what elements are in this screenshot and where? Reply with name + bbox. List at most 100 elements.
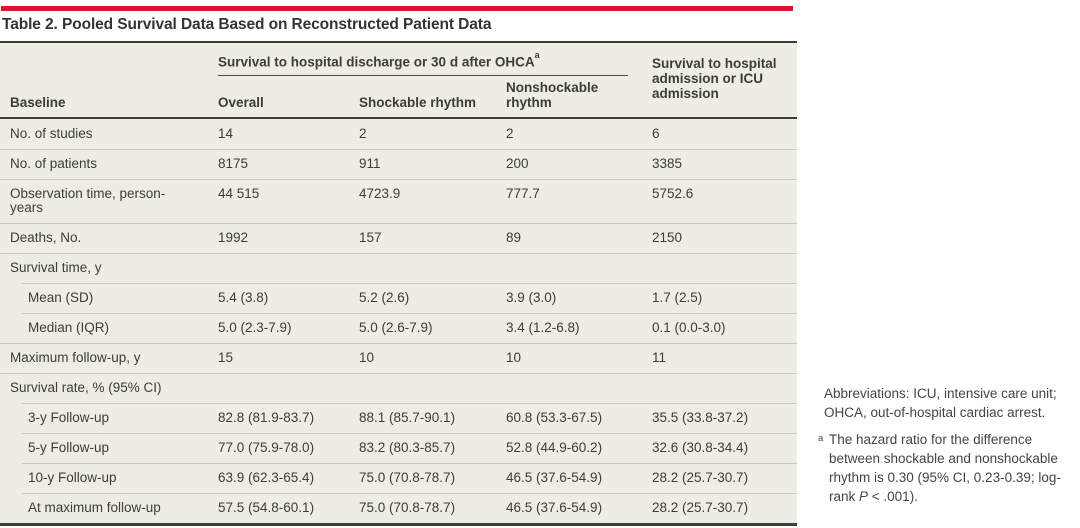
cell-value: 4723.9	[359, 185, 401, 201]
cell-value	[208, 253, 349, 283]
row-divider	[0, 342, 797, 344]
cell-value	[208, 373, 349, 403]
cell-value: 10	[359, 349, 375, 365]
table-body: No. of studies 14 2 2 6 No. of patients 8175 91…	[0, 119, 797, 523]
cell-value: 6	[652, 125, 660, 141]
table-row: 10-y Follow-up 63.9 (62.3-65.4) 75.0 (70.8…	[0, 462, 797, 493]
row-divider	[0, 372, 797, 374]
cell-value: 1.7 (2.5)	[652, 289, 703, 305]
cell-value: 200	[506, 155, 529, 171]
row-label: 3-y Follow-up	[28, 409, 110, 425]
cell-value: 5.0 (2.6-7.9)	[359, 319, 433, 335]
row-label: Median (IQR)	[28, 319, 110, 335]
cell-value: 2	[506, 125, 514, 141]
cell-value: 15	[218, 349, 234, 365]
table-row: Median (IQR) 5.0 (2.3-7.9) 5.0 (2.6-7.9) 3.…	[0, 312, 797, 343]
cell-value	[496, 373, 642, 403]
cell-value	[642, 373, 797, 403]
cell-value: 46.5 (37.6-54.9)	[506, 469, 603, 485]
cell-value: 88.1 (85.7-90.1)	[359, 409, 456, 425]
cell-value: 35.5 (33.8-37.2)	[652, 409, 749, 425]
row-divider	[0, 222, 797, 224]
footnote-a: a The hazard ratio for the difference bet…	[818, 430, 1070, 506]
cell-value: 83.2 (80.3-85.7)	[359, 439, 456, 455]
cell-value: 10	[506, 349, 522, 365]
cell-value: 28.2 (25.7-30.7)	[652, 499, 749, 515]
cell-value: 157	[359, 229, 382, 245]
row-label: Mean (SD)	[28, 289, 94, 305]
footnote-text-end: < .001).	[868, 489, 918, 504]
row-divider	[22, 282, 797, 284]
cell-value: 60.8 (53.3-67.5)	[506, 409, 603, 425]
table-row: Maximum follow-up, y 15 10 10 11	[0, 342, 797, 373]
column-header-admission: Survival to hospital admission or ICU ad…	[652, 56, 777, 101]
cell-value: 5.4 (3.8)	[218, 289, 269, 305]
cell-value: 46.5 (37.6-54.9)	[506, 499, 603, 515]
cell-value	[642, 253, 797, 283]
cell-value: 75.0 (70.8-78.7)	[359, 499, 456, 515]
row-divider	[0, 252, 797, 254]
group-header-label: Survival to hospital discharge or 30 d a…	[218, 54, 535, 70]
cell-value: 75.0 (70.8-78.7)	[359, 469, 456, 485]
cell-value: 11	[652, 349, 667, 365]
row-divider	[22, 402, 797, 404]
footnote-italic-p: P	[859, 489, 869, 504]
cell-value: 28.2 (25.7-30.7)	[652, 469, 749, 485]
cell-value: 89	[506, 229, 522, 245]
table-row: No. of studies 14 2 2 6	[0, 119, 797, 149]
row-label: 10-y Follow-up	[28, 469, 117, 485]
table-row: Deaths, No. 1992 157 89 2150	[0, 222, 797, 253]
row-label: 5-y Follow-up	[28, 439, 110, 455]
cell-value	[349, 253, 496, 283]
annotation-panel: Abbreviations: ICU, intensive care unit;…	[818, 384, 1070, 506]
table-row: 3-y Follow-up 82.8 (81.9-83.7) 88.1 (85.7-…	[0, 402, 797, 433]
cell-value: 2	[359, 125, 367, 141]
row-label: Observation time, person-years	[10, 185, 166, 215]
cell-value: 5.2 (2.6)	[359, 289, 410, 305]
cell-value: 3.9 (3.0)	[506, 289, 557, 305]
row-divider	[22, 492, 797, 494]
cell-value: 5.0 (2.3-7.9)	[218, 319, 292, 335]
cell-value: 52.8 (44.9-60.2)	[506, 439, 603, 455]
row-label: No. of patients	[10, 155, 98, 171]
column-header-nonshockable: Nonshockable rhythm	[506, 79, 599, 110]
row-label: At maximum follow-up	[28, 499, 161, 515]
cell-value: 3.4 (1.2-6.8)	[506, 319, 580, 335]
cell-value: 57.5 (54.8-60.1)	[218, 499, 315, 515]
abbreviations-note: Abbreviations: ICU, intensive care unit;…	[824, 386, 1057, 420]
row-label: Survival rate, % (95% CI)	[10, 379, 162, 395]
footnote-marker: a	[818, 433, 824, 444]
table-row: At maximum follow-up 57.5 (54.8-60.1) 75.0…	[0, 492, 797, 523]
table-2-panel: Survival to hospital discharge or 30 d a…	[0, 41, 797, 526]
row-divider	[22, 462, 797, 464]
table-header: Survival to hospital discharge or 30 d a…	[0, 43, 797, 119]
table-row: No. of patients 8175 911 200 3385	[0, 148, 797, 179]
table-row: Survival time, y	[0, 252, 797, 283]
column-header-baseline: Baseline	[10, 94, 66, 110]
cell-value: 82.8 (81.9-83.7)	[218, 409, 315, 425]
cell-value: 2150	[652, 229, 683, 245]
table-row: Mean (SD) 5.4 (3.8) 5.2 (2.6) 3.9 (3.0) 1.7 …	[0, 282, 797, 313]
cell-value: 44 515	[218, 185, 260, 201]
column-header-overall: Overall	[218, 94, 264, 110]
group-header: Survival to hospital discharge or 30 d a…	[218, 50, 628, 76]
row-divider	[22, 312, 797, 314]
cell-value: 777.7	[506, 185, 540, 201]
cell-value: 911	[359, 155, 381, 171]
row-label: No. of studies	[10, 125, 93, 141]
group-header-footnote-marker: a	[534, 50, 540, 60]
cell-value: 0.1 (0.0-3.0)	[652, 319, 726, 335]
row-divider	[0, 178, 797, 180]
accent-rule	[1, 6, 793, 11]
cell-value: 32.6 (30.8-34.4)	[652, 439, 749, 455]
row-divider	[0, 148, 797, 150]
cell-value: 1992	[218, 229, 249, 245]
row-label: Survival time, y	[10, 259, 102, 275]
row-label: Deaths, No.	[10, 229, 82, 245]
cell-value: 14	[218, 125, 234, 141]
table-row: Observation time, person-years 44 515 4723…	[0, 178, 797, 223]
cell-value	[496, 253, 642, 283]
footnote-text: The hazard ratio for the difference betw…	[829, 432, 1061, 504]
cell-value	[349, 373, 496, 403]
